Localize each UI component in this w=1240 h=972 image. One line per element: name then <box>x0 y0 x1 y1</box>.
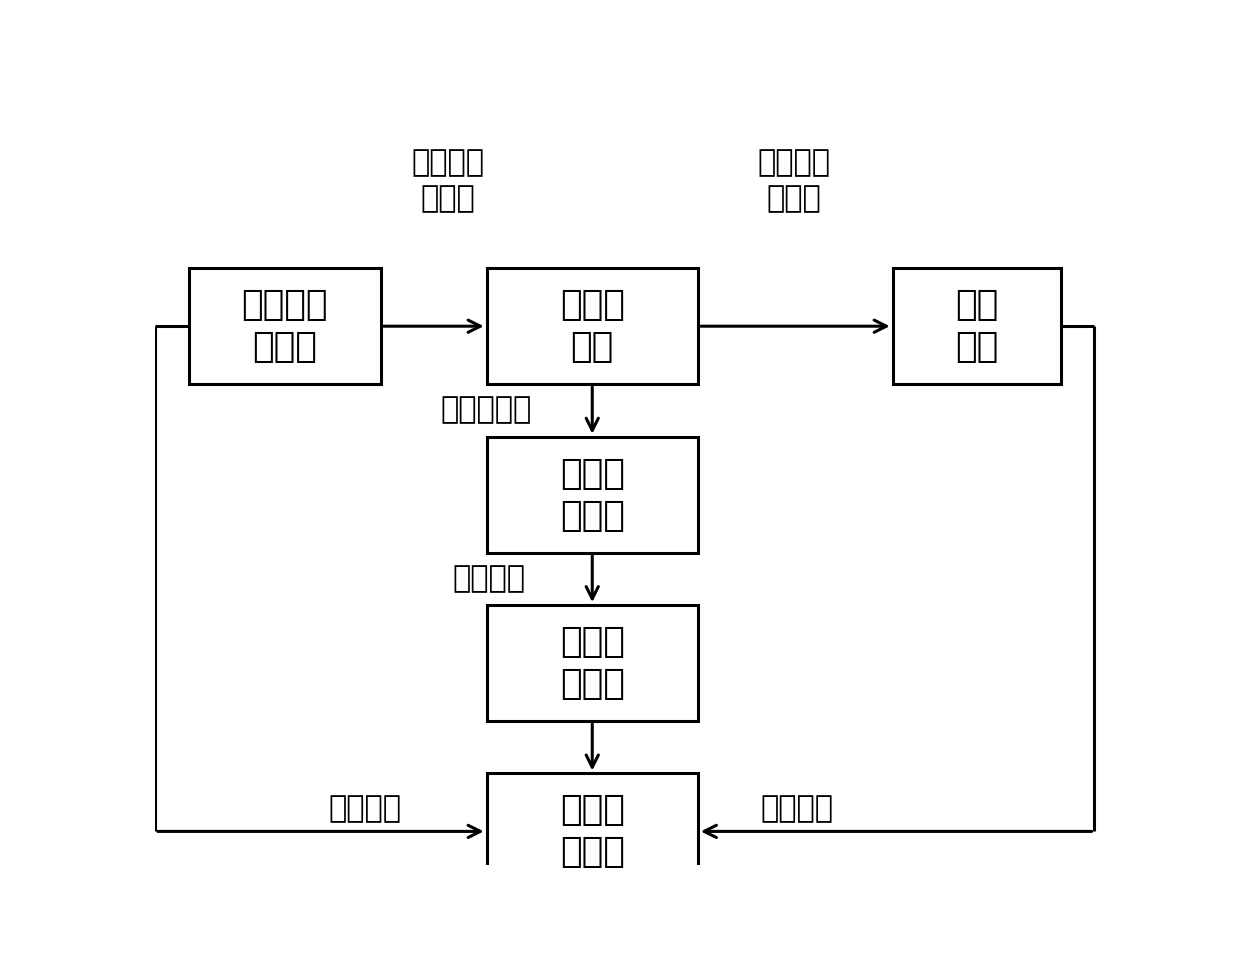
Text: 光线追迹: 光线追迹 <box>329 794 401 823</box>
Text: 相机坐标
系基准: 相机坐标 系基准 <box>242 288 329 364</box>
Bar <box>486 774 698 889</box>
Text: 对屏幕虚
像成像: 对屏幕虚 像成像 <box>758 148 831 213</box>
Text: 夹持工件: 夹持工件 <box>453 564 526 593</box>
Text: 卡盘横
向位置: 卡盘横 向位置 <box>559 457 625 533</box>
Text: 标准件
位置: 标准件 位置 <box>559 288 625 364</box>
Bar <box>486 436 698 553</box>
Text: 外圆柱夹持: 外圆柱夹持 <box>441 396 532 425</box>
Bar <box>188 268 381 384</box>
Text: 对圆斑特
征成像: 对圆斑特 征成像 <box>412 148 485 213</box>
Text: 工件纵
向位置: 工件纵 向位置 <box>559 793 625 869</box>
Bar <box>486 605 698 721</box>
Bar <box>893 268 1060 384</box>
Text: 屏幕
位置: 屏幕 位置 <box>955 288 998 364</box>
Text: 工件横
向位置: 工件横 向位置 <box>559 625 625 701</box>
Bar <box>486 268 698 384</box>
Text: 数值优化: 数值优化 <box>760 794 833 823</box>
